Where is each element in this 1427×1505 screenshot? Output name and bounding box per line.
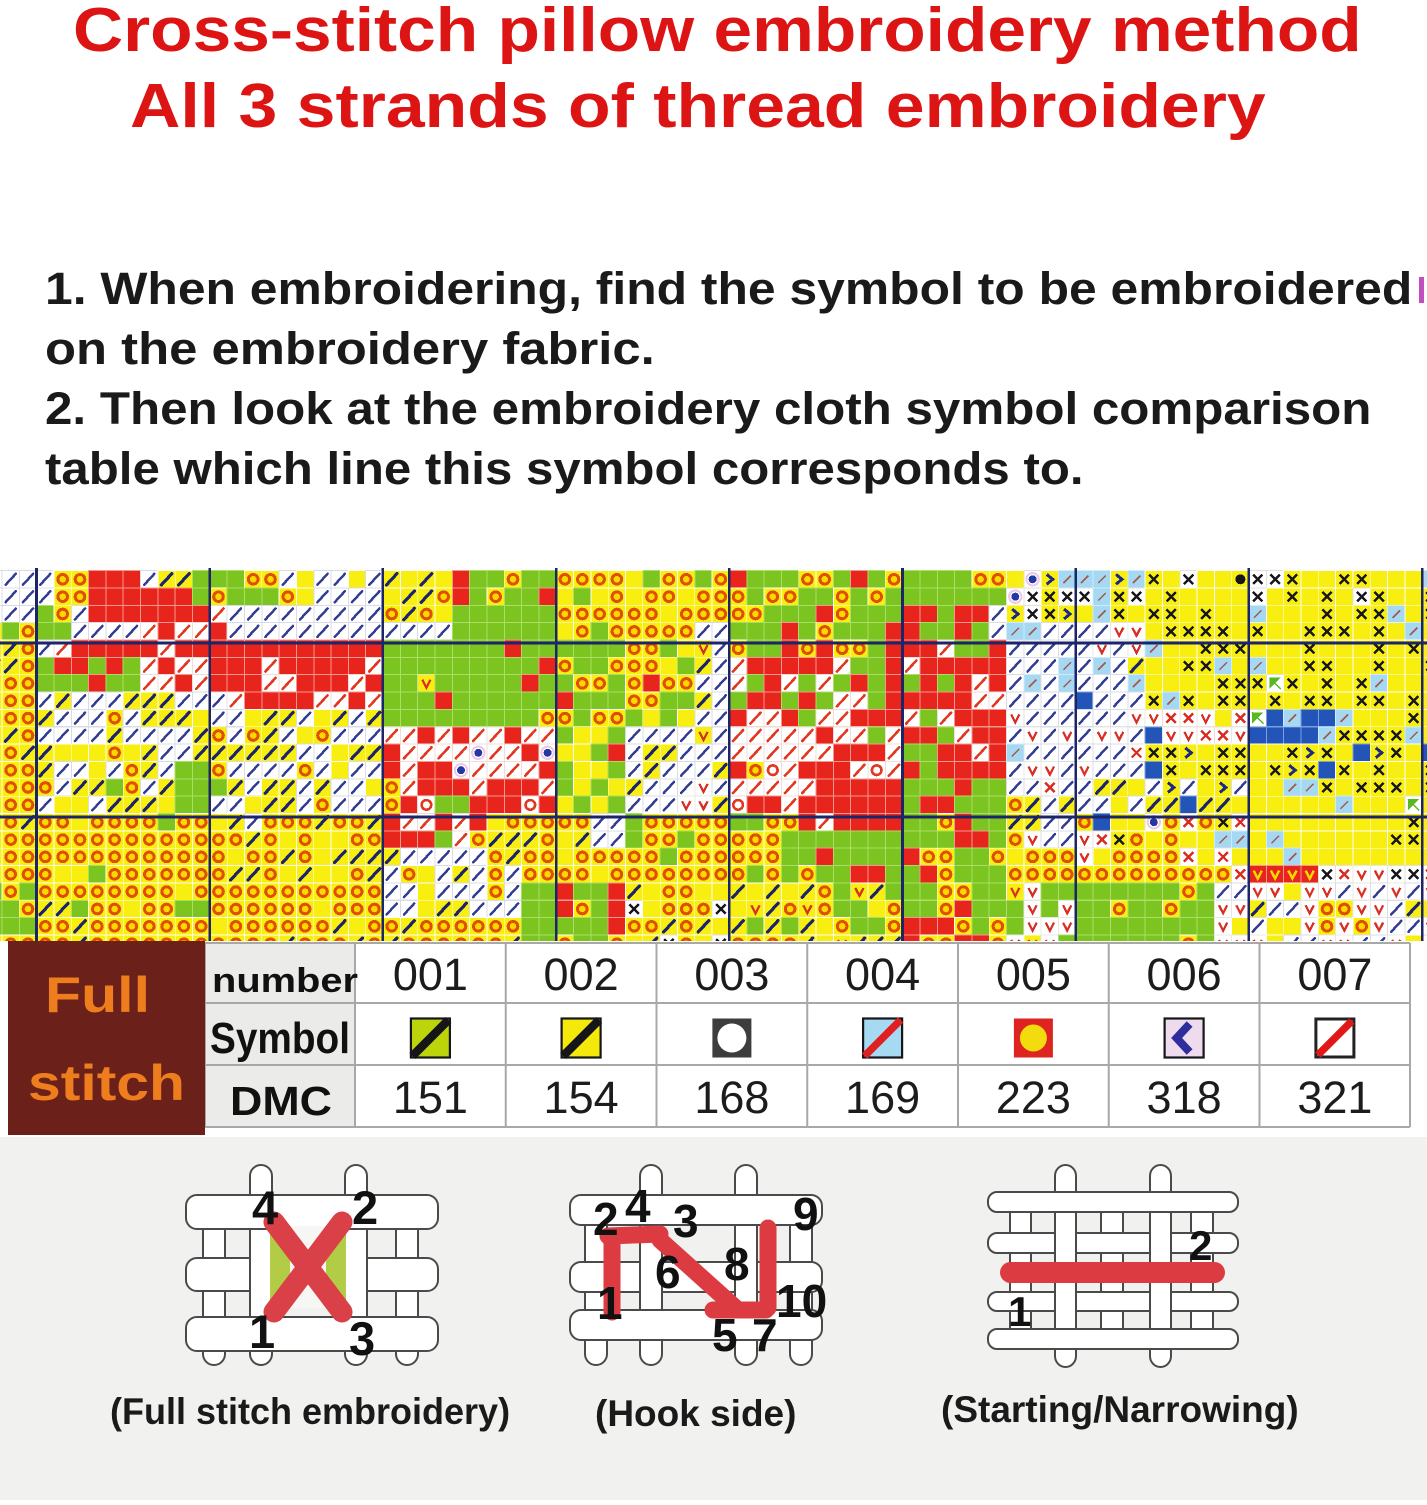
svg-text:2: 2 <box>352 1181 378 1234</box>
svg-text:4: 4 <box>252 1181 278 1234</box>
svg-text:223: 223 <box>996 1072 1071 1123</box>
svg-text:168: 168 <box>694 1072 769 1123</box>
svg-text:7: 7 <box>752 1309 778 1361</box>
svg-text:1: 1 <box>1008 1288 1031 1335</box>
svg-text:1: 1 <box>249 1305 275 1358</box>
svg-text:003: 003 <box>694 949 769 1000</box>
svg-text:007: 007 <box>1297 949 1372 1000</box>
svg-text:stitch: stitch <box>28 1055 185 1111</box>
svg-text:2: 2 <box>1189 1222 1212 1269</box>
svg-text:10: 10 <box>776 1275 827 1327</box>
svg-text:Symbol: Symbol <box>210 1014 350 1063</box>
svg-text:5: 5 <box>712 1309 738 1361</box>
svg-text:1: 1 <box>597 1277 623 1329</box>
svg-text:number: number <box>212 962 358 1000</box>
svg-text:318: 318 <box>1147 1072 1222 1123</box>
svg-text:002: 002 <box>544 949 619 1000</box>
svg-text:8: 8 <box>724 1238 750 1290</box>
svg-text:3: 3 <box>349 1312 375 1365</box>
svg-text:005: 005 <box>996 949 1071 1000</box>
svg-text:Full: Full <box>45 967 150 1023</box>
svg-text:3: 3 <box>673 1195 699 1247</box>
svg-text:2: 2 <box>593 1193 619 1245</box>
svg-text:169: 169 <box>845 1072 920 1123</box>
svg-text:001: 001 <box>393 949 468 1000</box>
svg-text:006: 006 <box>1147 949 1222 1000</box>
svg-text:DMC: DMC <box>230 1078 332 1124</box>
svg-text:004: 004 <box>845 949 920 1000</box>
svg-text:4: 4 <box>625 1180 651 1232</box>
svg-text:154: 154 <box>544 1072 619 1123</box>
svg-text:151: 151 <box>393 1072 468 1123</box>
svg-text:9: 9 <box>793 1188 819 1240</box>
svg-text:321: 321 <box>1297 1072 1372 1123</box>
svg-text:6: 6 <box>655 1246 681 1298</box>
